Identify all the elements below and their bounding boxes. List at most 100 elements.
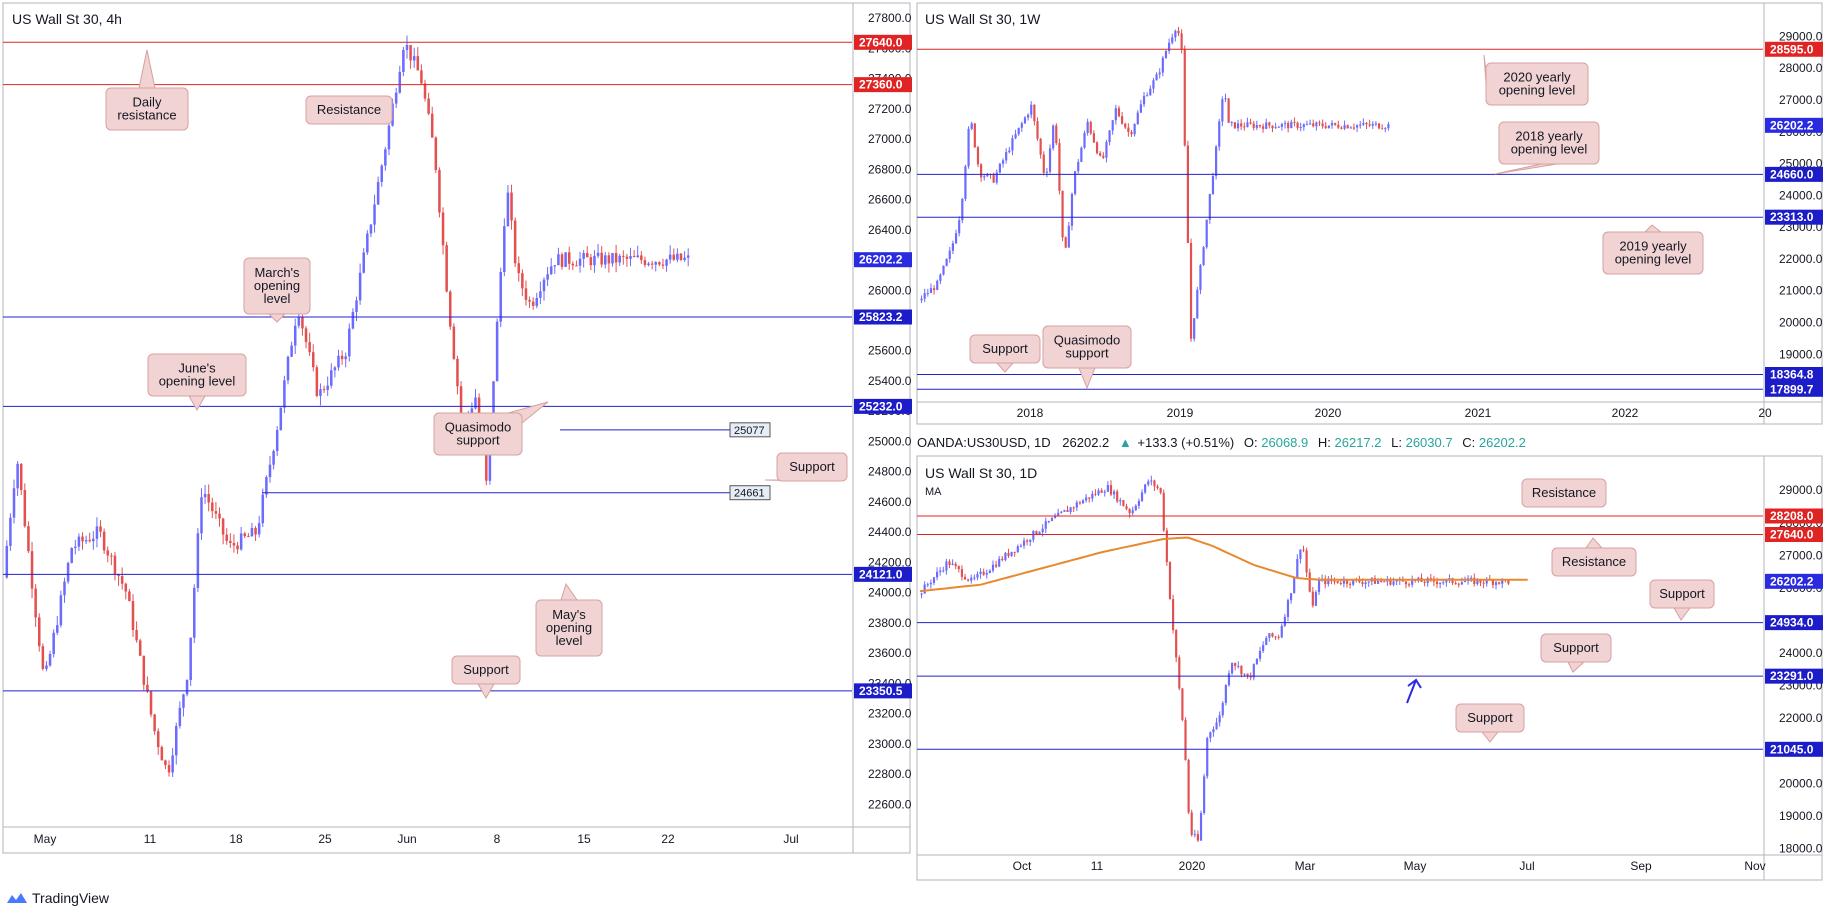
h4-ytick-label: 26600.0 (868, 193, 912, 207)
h4-candle-body (37, 617, 41, 647)
w1-candle-body (1224, 98, 1227, 100)
w1-candle-body (1346, 125, 1349, 129)
d1-candle-body (926, 584, 929, 586)
h4-annotation-march-s-opening-level-box (243, 257, 311, 315)
h4-segment-label: 25077 (734, 425, 765, 437)
h4-candle-body (106, 550, 110, 556)
h4-candle-body (369, 224, 373, 234)
w1-candle-body (958, 220, 961, 234)
h4-candle-body (585, 253, 589, 258)
h4-candle-body (239, 533, 243, 550)
h4-candle-body (618, 255, 621, 263)
w1-candle-body (1227, 98, 1230, 123)
w1-candle-body (1246, 122, 1249, 128)
d1-candle-body (1100, 490, 1103, 493)
d1-candle-body (1286, 600, 1290, 617)
d1-candle-body (1373, 578, 1377, 584)
h4-annotation-resistance-box (305, 95, 393, 125)
w1-candle-body (1139, 104, 1142, 113)
w1-candle-body (926, 293, 929, 295)
d1-candle-body (1314, 592, 1318, 606)
h4-candle-body (549, 266, 553, 275)
h4-ytick-label: 24000.0 (868, 586, 912, 600)
h4-price-badge-label: 23350.5 (859, 684, 903, 698)
h4-candle-body (394, 92, 398, 104)
h4-candle-body (625, 256, 629, 259)
d1-candle-body (1494, 582, 1498, 585)
d1-candle-body (1196, 834, 1200, 841)
w1-candle-body (1274, 127, 1277, 129)
w1-candle-body (1077, 161, 1080, 172)
d1-candle-body (951, 563, 954, 565)
w1-candle-body (1296, 122, 1299, 128)
w1-candle-body (1215, 146, 1218, 176)
w1-candle-body (1243, 126, 1246, 128)
h4-candle-body (146, 684, 149, 692)
h4-xtick-label: 15 (577, 832, 591, 846)
h4-candle-body (524, 288, 528, 300)
d1-candle-body (1215, 722, 1218, 730)
d1-change: +133.3 (+0.51%) (1137, 435, 1234, 450)
d1-candle-body (1380, 581, 1383, 583)
d1-candle-body (1010, 551, 1013, 556)
w1-candle-body (945, 258, 948, 266)
d1-candle-body (1162, 492, 1165, 531)
d1-candle-body (967, 579, 970, 581)
h4-candle-body (63, 581, 66, 596)
h4-chart: 27800.027600.027400.027200.027000.026800… (3, 11, 912, 846)
d1-candle-body (1171, 599, 1175, 631)
w1-candle-body (1020, 123, 1023, 128)
d1-candle-body (970, 577, 973, 581)
h4-candle-body (485, 452, 488, 481)
h4-candle-body (337, 355, 340, 368)
h4-candle-body (474, 397, 477, 409)
h4-candle-body (456, 358, 459, 387)
d1-candle-body (1280, 625, 1283, 638)
h4-candle-body (117, 574, 120, 577)
w1-candle-body (1074, 171, 1077, 194)
tradingview-footer[interactable]: TradingView (6, 890, 109, 906)
w1-candle-body (1102, 155, 1105, 158)
h4-price-badge-label: 27640.0 (859, 35, 903, 49)
h4-annotation-support-box (451, 655, 521, 685)
d1-candle-body (1193, 834, 1196, 836)
w1-candle-body (1299, 127, 1302, 129)
h4-candle-body (575, 265, 578, 267)
h4-candle-body (283, 380, 286, 408)
d1-candle-body (1463, 581, 1467, 583)
w1-candle-body (1337, 124, 1340, 128)
d1-candle-body (1088, 497, 1091, 499)
w1-candle-body (961, 198, 964, 221)
d1-candle-body (920, 593, 923, 595)
w1-candle-body (1058, 143, 1061, 191)
h4-candle-body (319, 389, 322, 396)
h4-candle-body (380, 165, 384, 182)
h4-candle-body (373, 204, 376, 225)
w1-candle-body (1117, 108, 1121, 117)
h4-candle-body (138, 640, 142, 656)
h4-annotation-march-s-opening-level: March's opening level (254, 265, 300, 306)
h4-xtick-label: 18 (229, 832, 243, 846)
d1-candle-body (988, 570, 991, 574)
d1-candle-body (1181, 688, 1184, 721)
h4-candle-body (477, 397, 481, 425)
d1-ma-label: MA (925, 486, 942, 498)
h4-candle-body (412, 56, 416, 61)
d1-candle-body (1029, 539, 1032, 542)
d1-candle-body (1218, 715, 1221, 723)
h4-candle-body (95, 526, 99, 539)
h4-annotation-resistance: Resistance (317, 102, 381, 117)
w1-ytick-label: 21000.0 (1779, 284, 1823, 298)
h4-candle-body (124, 583, 128, 592)
h4-candle-body (88, 540, 91, 542)
d1-symbol: OANDA:US30USD, 1D (917, 435, 1051, 450)
h4-candle-body (30, 551, 34, 589)
w1-candle-body (1290, 121, 1293, 129)
h4-candle-body (571, 263, 575, 266)
d1-candle-body (1345, 580, 1349, 584)
d1-candle-body (1479, 579, 1482, 583)
d1-candle-body (1293, 577, 1296, 594)
d1-candle-body (1289, 593, 1293, 601)
h4-ytick-label: 26400.0 (868, 223, 912, 237)
h4-candle-body (495, 321, 499, 382)
